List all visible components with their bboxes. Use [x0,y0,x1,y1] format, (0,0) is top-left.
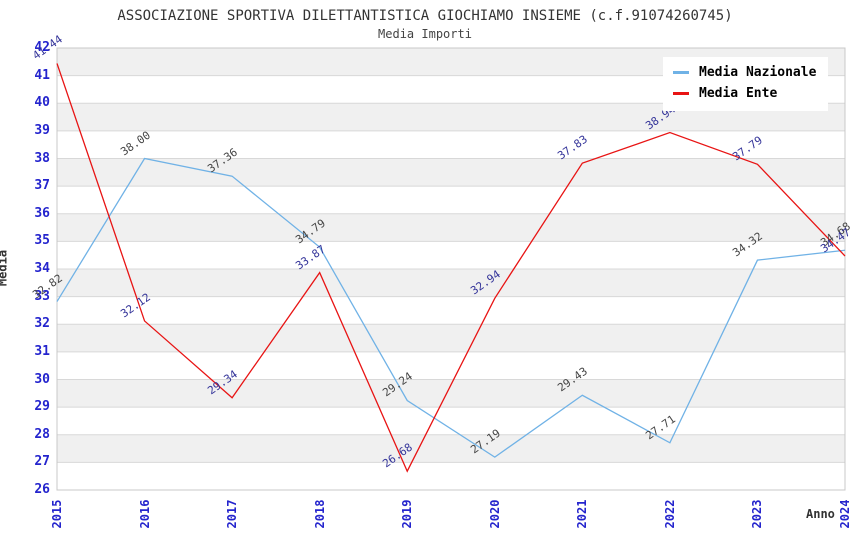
y-tick-label: 40 [34,95,50,111]
grid-band [57,158,845,187]
chart-title: ASSOCIAZIONE SPORTIVA DILETTANTISTICA GI… [117,8,733,24]
grid-band [57,351,845,380]
y-tick-label: 35 [34,233,50,249]
legend-swatch-media-ente-icon [673,92,689,95]
x-axis-title: Anno [806,507,835,521]
x-tick-label: 2020 [487,499,502,529]
y-tick-label: 28 [34,426,50,442]
y-tick-label: 31 [34,343,50,359]
grid-band [57,130,845,159]
y-tick-label: 41 [34,67,50,83]
x-tick-label: 2021 [575,499,590,529]
y-tick-label: 34 [34,261,50,276]
grid-band [57,241,845,269]
series-line-media-nazionale [56,157,846,458]
y-tick-label: 26 [34,482,50,497]
x-tick-label: 2015 [50,499,64,529]
x-tick-label: 2016 [137,499,152,529]
grid-band [57,213,845,242]
grid-band [57,324,845,352]
y-tick-label: 33 [34,288,50,304]
y-tick-label: 42 [34,40,50,55]
series-line-media-ente [56,63,846,473]
x-tick-label: 2017 [225,499,240,529]
y-tick-label: 39 [34,122,50,138]
legend-label: Media Nazionale [699,65,817,80]
grid-band [57,462,845,490]
x-tick-label: 2018 [312,499,327,529]
plot-border [56,47,846,491]
grid-band [57,269,845,297]
x-tick-label: 2022 [662,499,677,529]
x-tick-label: 2024 [838,499,850,529]
y-tick-label: 29 [34,399,50,415]
y-tick-label: 38 [34,150,50,166]
y-tick-label: 32 [34,316,50,332]
legend: Media Nazionale Media Ente [663,57,829,111]
grid-band [57,434,845,463]
legend-item-media-ente: Media Ente [673,83,816,104]
legend-swatch-media-nazionale-icon [673,71,689,74]
x-tick-label: 2019 [400,499,415,529]
y-tick-label: 27 [34,454,50,470]
grid-band [57,296,845,325]
y-tick-label: 36 [34,205,50,221]
grid-band [57,407,845,435]
chart-subtitle: Media Importi [378,27,472,41]
legend-item-media-nazionale: Media Nazionale [673,62,816,83]
x-tick-label: 2023 [750,499,765,529]
y-axis-title: Media [0,249,10,287]
y-tick-label: 37 [34,178,50,194]
legend-label: Media Ente [699,86,778,101]
y-tick-label: 30 [34,371,50,387]
grid-band [57,186,845,214]
